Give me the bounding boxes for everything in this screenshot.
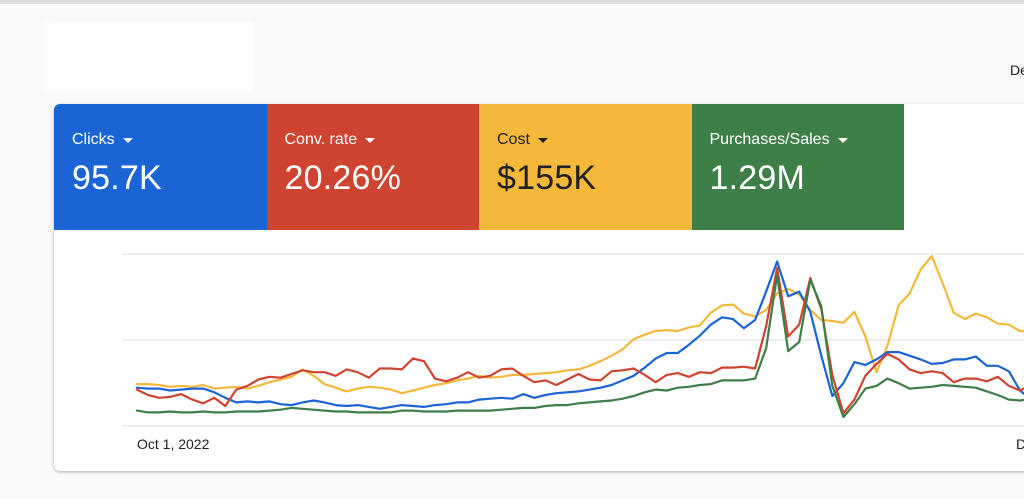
logo-placeholder bbox=[44, 22, 254, 92]
line-chart-svg bbox=[122, 253, 1024, 427]
metric-value-clicks: 95.7K bbox=[72, 159, 162, 197]
metric-value-cost: $155K bbox=[497, 159, 597, 197]
date-range-label[interactable]: De bbox=[1010, 62, 1024, 78]
caret-down-icon[interactable] bbox=[537, 137, 548, 143]
x-axis-end-label: D bbox=[1016, 436, 1024, 452]
top-border bbox=[0, 0, 1024, 4]
metric-label-clicks: Clicks bbox=[72, 131, 115, 148]
caret-down-icon[interactable] bbox=[365, 137, 376, 143]
metric-tile-header: Clicks bbox=[72, 130, 267, 150]
series-line-2[interactable] bbox=[135, 266, 1024, 415]
metric-tile-header: Purchases/Sales bbox=[710, 130, 905, 150]
metric-tile-cost[interactable]: Cost $155K bbox=[479, 104, 692, 230]
metric-tile-clicks[interactable]: Clicks 95.7K bbox=[54, 104, 267, 230]
performance-card: Clicks 95.7K Conv. rate 20.26% Cost $155… bbox=[54, 104, 1024, 471]
line-chart: Oct 1, 2022 D bbox=[54, 230, 1024, 471]
caret-down-icon[interactable] bbox=[122, 137, 133, 143]
metric-label-cost: Cost bbox=[497, 131, 530, 148]
caret-down-icon[interactable] bbox=[837, 137, 848, 143]
metric-tile-header: Conv. rate bbox=[285, 130, 480, 150]
metric-label-conv-rate: Conv. rate bbox=[284, 131, 358, 148]
metric-tiles: Clicks 95.7K Conv. rate 20.26% Cost $155… bbox=[54, 104, 904, 230]
series-line-1[interactable] bbox=[135, 260, 1024, 410]
metric-value-conv-rate: 20.26% bbox=[284, 159, 402, 197]
metric-value-purchases-sales: 1.29M bbox=[709, 159, 805, 197]
series-line-3[interactable] bbox=[135, 274, 1024, 419]
series-line-0[interactable] bbox=[135, 254, 1024, 395]
metric-tile-header: Cost bbox=[497, 130, 692, 150]
metric-tile-conv-rate[interactable]: Conv. rate 20.26% bbox=[266, 104, 480, 230]
x-axis-start-label: Oct 1, 2022 bbox=[137, 436, 210, 452]
metric-tile-purchases-sales[interactable]: Purchases/Sales 1.29M bbox=[691, 104, 905, 230]
metric-label-purchases-sales: Purchases/Sales bbox=[709, 131, 830, 148]
